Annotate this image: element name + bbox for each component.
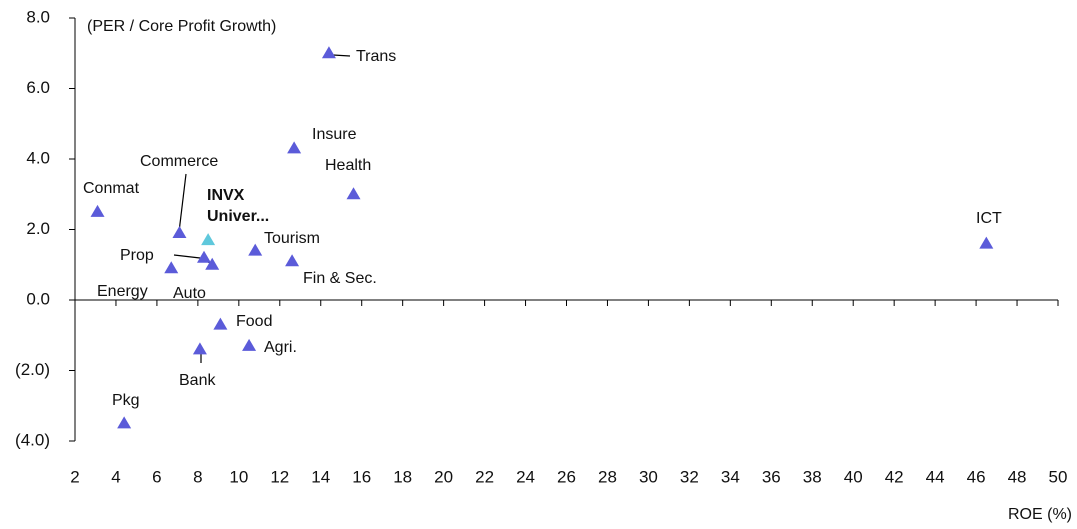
point [242, 338, 257, 351]
x-axis-label: ROE (%) [1008, 506, 1072, 523]
point-label: Fin & Sec. [303, 270, 377, 287]
x-tick-label: 16 [352, 467, 371, 486]
point [90, 204, 105, 217]
point-label: Prop [120, 247, 154, 264]
point-label: Energy [97, 283, 148, 300]
x-tick-label: 36 [762, 467, 781, 486]
x-tick-label: 22 [475, 467, 494, 486]
x-tick-label: 2 [70, 467, 79, 486]
point-label: Health [325, 157, 371, 174]
x-tick-label: 8 [193, 467, 202, 486]
x-tick-label: 26 [557, 467, 576, 486]
x-tick-label: 28 [598, 467, 617, 486]
point-label: Commerce [140, 153, 218, 170]
y-tick-label: 8.0 [26, 7, 50, 26]
x-tick-label: 6 [152, 467, 161, 486]
x-tick-label: 10 [229, 467, 248, 486]
point [285, 254, 300, 267]
point-label: Food [236, 313, 272, 330]
point [213, 317, 228, 330]
x-tick-label: 14 [311, 467, 330, 486]
x-tick-label: 40 [844, 467, 863, 486]
x-tick-label: 46 [967, 467, 986, 486]
point-label: Insure [312, 126, 357, 143]
x-tick-label: 50 [1049, 467, 1068, 486]
y-tick-label: 6.0 [26, 78, 50, 97]
x-tick-label: 48 [1008, 467, 1027, 486]
x-tick-label: 24 [516, 467, 535, 486]
point [192, 342, 207, 355]
point [979, 236, 994, 249]
x-tick-label: 18 [393, 467, 412, 486]
point [346, 187, 361, 200]
point [197, 250, 212, 263]
point-label: Tourism [264, 230, 320, 247]
point [287, 141, 302, 154]
point [248, 243, 263, 256]
y-tick-label: 0.0 [26, 289, 50, 308]
y-tick-label: 2.0 [26, 219, 50, 238]
x-tick-label: 42 [885, 467, 904, 486]
point-label: Bank [179, 372, 216, 389]
point-label: ICT [976, 210, 1002, 227]
point [172, 226, 187, 239]
y-tick-label: (4.0) [15, 430, 50, 449]
x-tick-label: 38 [803, 467, 822, 486]
x-tick-label: 30 [639, 467, 658, 486]
x-tick-label: 32 [680, 467, 699, 486]
point-label: Pkg [112, 392, 140, 409]
point [117, 416, 132, 429]
point-label: Conmat [83, 180, 140, 197]
point [321, 46, 336, 59]
point [201, 233, 216, 246]
x-tick-label: 44 [926, 467, 945, 486]
leader-line [178, 173, 187, 233]
y-tick-label: (2.0) [15, 360, 50, 379]
x-tick-label: 34 [721, 467, 740, 486]
x-tick-label: 12 [270, 467, 289, 486]
point-label: Auto [173, 285, 206, 302]
leader-line [332, 54, 351, 57]
point [164, 261, 179, 274]
point-label: INVX Univer... [207, 187, 270, 225]
annotation: (PER / Core Profit Growth) [87, 18, 276, 35]
x-tick-label: 20 [434, 467, 453, 486]
point-label: Trans [356, 48, 396, 65]
point-label: Agri. [264, 339, 297, 356]
point [205, 257, 220, 270]
y-tick-label: 4.0 [26, 148, 50, 167]
x-tick-label: 4 [111, 467, 120, 486]
